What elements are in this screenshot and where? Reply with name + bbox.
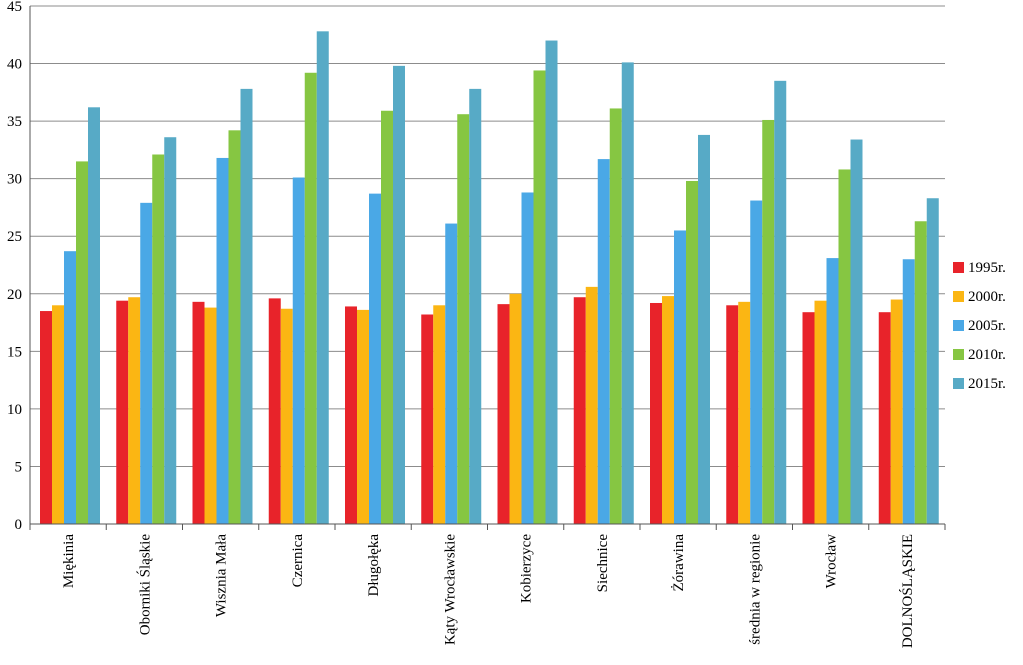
bar [750,200,763,524]
bar [204,307,217,524]
bar [280,308,293,524]
legend-label: 1995r. [968,260,1006,276]
y-tick-label: 15 [7,344,22,360]
bar [76,161,88,524]
bar [521,192,534,525]
bar [497,304,510,524]
y-tick-label: 20 [7,287,22,303]
gridlines [30,5,945,467]
bar [738,301,751,524]
bar [774,80,787,525]
x-category-label: średnia w regionie [747,534,763,645]
bar [40,311,52,524]
y-tick-label: 25 [7,229,22,245]
bar [509,293,522,524]
bar [902,259,915,524]
bar [726,305,739,524]
bar [585,286,598,524]
x-category-label: Czernica [290,534,306,588]
bar [814,300,827,524]
bars [40,31,939,525]
bar [445,223,458,524]
bar [926,198,939,525]
bar [698,134,710,524]
bar [597,159,610,524]
bar [369,193,381,524]
bar [88,107,100,524]
bar [826,258,839,524]
bar [140,202,153,524]
bar [533,70,546,524]
x-category-label: Kąty Wrocławskie [442,534,458,646]
y-tick-label: 35 [7,114,22,130]
bar [674,230,686,524]
bar [52,305,64,524]
axes [29,6,946,530]
bar [802,312,815,524]
bar [381,110,393,525]
bar [650,302,662,524]
bar [393,65,405,524]
x-category-label: Wrocław [824,534,840,589]
bar [64,251,76,525]
legend-swatch [953,378,964,389]
x-category-label: Siechnice [595,534,611,593]
legend-swatch [953,262,964,273]
y-tick-label: 30 [7,172,22,188]
bar [116,300,129,524]
bar [192,301,205,524]
x-category-label: Kobierzyce [519,534,535,603]
bar [573,297,586,524]
y-tick-label: 5 [15,459,23,475]
bar [152,154,165,524]
bar [838,169,851,525]
bar [914,221,927,524]
legend-swatch [953,320,964,331]
bar [686,180,698,525]
y-tick-labels: 0 5 10 15 20 25 30 35 40 45 [7,0,22,533]
legend-label: 2015r. [968,376,1006,392]
legend: 1995r. 2000r. 2005r. 2010r. 2015r. [953,260,1006,392]
bar [345,306,357,524]
x-category-label: Wisznia Mała [214,534,230,617]
y-tick-label: 40 [7,57,22,73]
legend-label: 2000r. [968,289,1006,305]
y-tick-label: 45 [7,0,22,15]
x-category-label: Miękinia [61,534,77,588]
y-tick-label: 0 [15,517,23,533]
bar [545,40,558,525]
x-category-label: Żórawina [671,534,687,592]
legend-swatch [953,291,964,302]
x-category-label: Długołęka [366,534,382,597]
bar [292,177,305,524]
x-category-label: Oborniki Śląskie [136,534,153,636]
bar [878,312,891,524]
bar [357,309,369,524]
y-tick-label: 10 [7,402,22,418]
bar [304,72,317,525]
bar [609,108,622,525]
bar [421,314,434,524]
x-category-labels: Miękinia Oborniki Śląskie Wisznia Mała Czer… [61,534,916,649]
bar [128,297,141,524]
bar [268,298,281,524]
legend-label: 2005r. [968,318,1006,334]
bar [240,88,253,524]
bar [469,88,482,524]
bar [216,157,229,525]
legend-label: 2010r. [968,347,1006,363]
legend-swatch [953,349,964,360]
bar [662,296,674,524]
bar [457,114,470,525]
bar [433,305,446,524]
x-category-label: DOLNOŚLĄSKIE [899,534,916,648]
bar [762,119,775,525]
bar [164,137,177,524]
bar [228,130,241,524]
bar [621,62,634,524]
bar [316,31,329,525]
bar [890,299,903,524]
bar [850,139,863,525]
